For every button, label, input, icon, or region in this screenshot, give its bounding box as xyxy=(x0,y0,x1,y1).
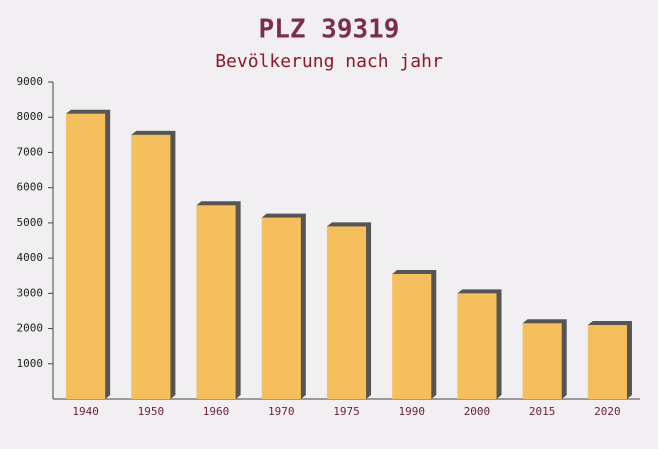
y-tick-label: 9000 xyxy=(17,75,44,88)
x-tick-label: 1940 xyxy=(72,405,99,418)
x-tick-label: 2000 xyxy=(464,405,491,418)
x-tick-label: 1975 xyxy=(333,405,360,418)
x-tick-label: 2020 xyxy=(594,405,621,418)
x-tick-label: 1950 xyxy=(138,405,165,418)
chart-subtitle: Bevölkerung nach jahr xyxy=(215,51,443,72)
y-tick-label: 3000 xyxy=(17,286,44,299)
y-tick-label: 2000 xyxy=(17,322,44,335)
y-tick-label: 7000 xyxy=(17,145,44,158)
y-tick-label: 5000 xyxy=(17,216,44,229)
x-tick-label: 1970 xyxy=(268,405,295,418)
bar xyxy=(522,323,562,399)
chart-title: PLZ 39319 xyxy=(259,15,400,45)
y-tick-label: 6000 xyxy=(17,181,44,194)
bar xyxy=(392,273,432,399)
x-tick-label: 1990 xyxy=(398,405,425,418)
y-tick-label: 1000 xyxy=(17,357,44,370)
bar xyxy=(261,217,301,399)
bar xyxy=(326,226,367,399)
bar xyxy=(196,205,236,399)
y-tick-label: 4000 xyxy=(17,251,44,264)
bar xyxy=(587,325,627,399)
bar xyxy=(66,113,106,399)
x-tick-label: 2015 xyxy=(529,405,556,418)
x-tick-label: 1960 xyxy=(203,405,230,418)
y-tick-label: 8000 xyxy=(17,110,44,123)
bar xyxy=(131,134,171,400)
bar xyxy=(457,293,497,399)
